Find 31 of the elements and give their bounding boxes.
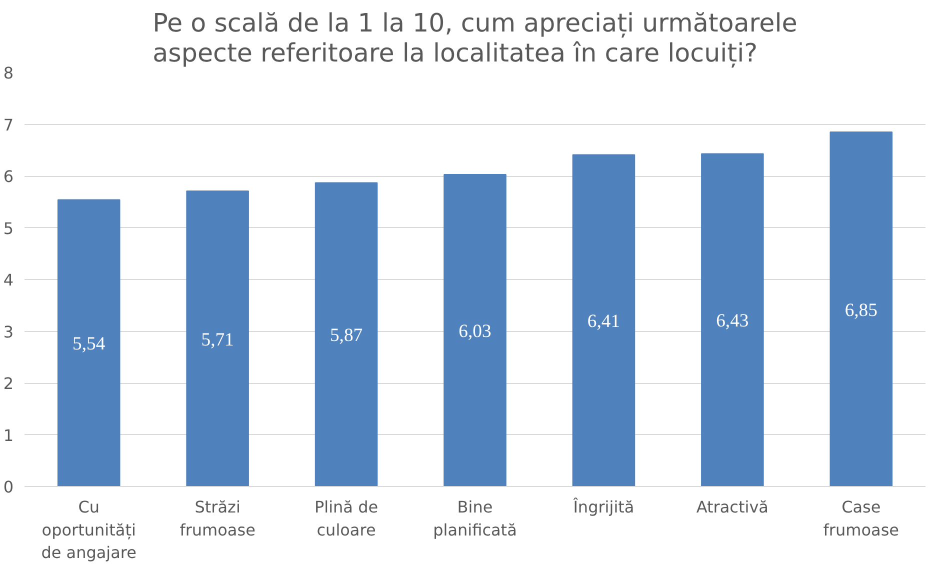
y-tick-label: 5 xyxy=(3,218,14,238)
x-tick-label: Îngrijită xyxy=(572,498,634,516)
y-tick-label: 4 xyxy=(3,270,14,290)
bar xyxy=(830,132,893,486)
y-tick-label: 0 xyxy=(3,478,14,496)
x-tick-label: Străzi frumoase xyxy=(180,498,256,540)
data-label: 5,87 xyxy=(330,325,363,346)
data-label: 6,03 xyxy=(458,320,492,342)
x-tick-label: Cu oportunități de angajare xyxy=(41,498,137,562)
x-tick-label: Plină de culoare xyxy=(314,498,378,540)
data-label: 5,71 xyxy=(201,329,234,350)
x-tick-label: Atractivă xyxy=(696,498,768,516)
bar xyxy=(186,190,249,486)
chart-title: Pe o scală de la 1 la 10, cum apreciați următoarele aspecte referitoare la localitatea în care locuiți? xyxy=(152,8,798,68)
y-tick-label: 3 xyxy=(3,322,14,342)
bar xyxy=(701,153,764,486)
y-tick-label: 8 xyxy=(3,64,14,82)
y-tick-label: 2 xyxy=(3,374,14,393)
data-label: 6,43 xyxy=(716,310,749,332)
data-label: 6,41 xyxy=(587,311,620,332)
y-tick-label: 7 xyxy=(3,115,14,134)
bar xyxy=(57,199,120,486)
x-tick-label: Bine planificată xyxy=(433,498,517,540)
x-tick-label: Case frumoase xyxy=(823,498,900,540)
bar xyxy=(572,154,636,486)
y-tick-label: 1 xyxy=(3,426,14,445)
bar xyxy=(314,182,378,486)
data-label: 6,85 xyxy=(844,300,878,321)
bar xyxy=(444,174,506,486)
data-label: 5,54 xyxy=(72,334,106,355)
y-tick-label: 6 xyxy=(3,167,14,186)
